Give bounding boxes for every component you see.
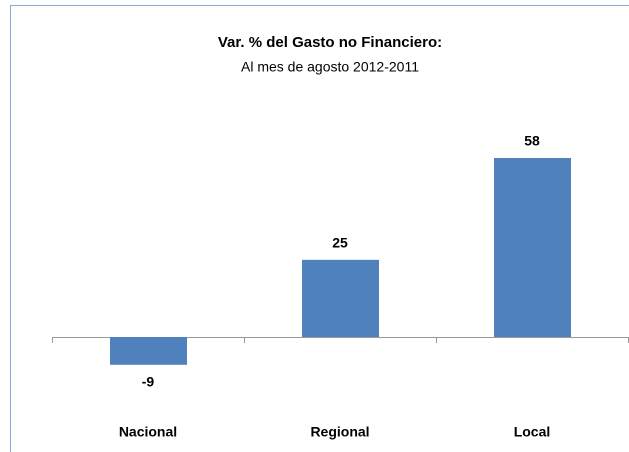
bar — [302, 259, 379, 337]
bar — [494, 158, 571, 337]
chart-frame — [10, 5, 629, 452]
x-tick-label: Regional — [310, 424, 369, 440]
data-label: 25 — [332, 235, 348, 251]
chart-subtitle: Al mes de agosto 2012-2011 — [241, 59, 419, 75]
x-tick-label: Local — [514, 424, 551, 440]
data-label: -9 — [142, 373, 155, 389]
bar — [110, 337, 187, 365]
data-label: 58 — [524, 133, 540, 149]
chart-title: Var. % del Gasto no Financiero: — [218, 34, 442, 51]
x-tick-label: Nacional — [119, 424, 177, 440]
